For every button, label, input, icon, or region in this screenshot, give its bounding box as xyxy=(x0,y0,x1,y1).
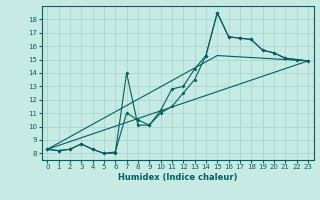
X-axis label: Humidex (Indice chaleur): Humidex (Indice chaleur) xyxy=(118,173,237,182)
